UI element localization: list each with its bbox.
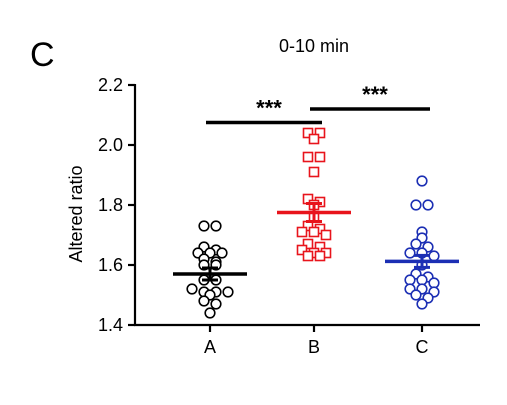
data-point [308, 133, 320, 145]
x-tick-label: C [416, 337, 429, 357]
data-point [404, 274, 416, 286]
data-point [314, 250, 326, 262]
data-point [302, 151, 314, 163]
data-point [308, 166, 320, 178]
data-point [410, 199, 422, 211]
group-C [385, 175, 459, 310]
y-tick-label: 1.6 [98, 255, 123, 275]
data-point [222, 286, 234, 298]
data-point [428, 250, 440, 262]
data-point [416, 175, 428, 187]
data-point [204, 307, 216, 319]
group-B [277, 127, 351, 262]
axes: 1.4 1.6 1.8 2.0 2.2 A B C [98, 75, 480, 357]
x-tick-label: B [308, 337, 320, 357]
data-point [302, 238, 314, 250]
data-point [314, 127, 326, 139]
data-point [296, 226, 308, 238]
data-point [186, 283, 198, 295]
data-point [216, 247, 228, 259]
data-point [416, 274, 428, 286]
x-tick-label: A [204, 337, 216, 357]
y-tick-label: 1.8 [98, 195, 123, 215]
data-point [428, 277, 440, 289]
y-tick-label: 2.2 [98, 75, 123, 95]
data-point [314, 151, 326, 163]
data-point [296, 244, 308, 256]
significance-label: *** [362, 82, 388, 107]
panel-letter: C [30, 36, 55, 74]
data-point [198, 220, 210, 232]
y-tick-label: 2.0 [98, 135, 123, 155]
data-groups [173, 127, 459, 319]
y-axis-label: Altered ratio [66, 165, 86, 262]
significance-annotations: *** *** [206, 82, 430, 125]
data-point [198, 295, 210, 307]
data-point [308, 226, 320, 238]
significance-label: *** [256, 96, 282, 121]
data-point [320, 229, 332, 241]
data-point [302, 127, 314, 139]
data-point [410, 289, 422, 301]
data-point [410, 238, 422, 250]
data-point [210, 220, 222, 232]
data-point [302, 250, 314, 262]
data-point [210, 298, 222, 310]
data-point [404, 247, 416, 259]
group-A [173, 220, 247, 319]
data-point [422, 199, 434, 211]
y-tick-label: 1.4 [98, 315, 123, 335]
chart-title: 0-10 min [279, 36, 349, 56]
data-point [416, 298, 428, 310]
